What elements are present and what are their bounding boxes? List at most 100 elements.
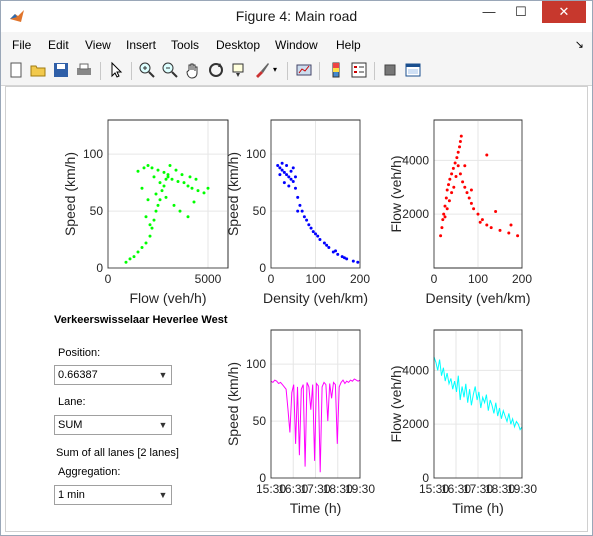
data-point — [453, 161, 457, 165]
x-axis-label: Density (veh/km) — [425, 290, 530, 306]
brush-icon[interactable] — [253, 61, 271, 79]
data-point — [327, 246, 331, 250]
axes-border — [270, 329, 361, 479]
series-line — [270, 378, 361, 473]
data-point — [439, 234, 443, 238]
menu-desktop[interactable]: Desktop — [216, 38, 261, 52]
data-point — [128, 257, 132, 261]
open-icon[interactable] — [29, 61, 47, 79]
data-point — [454, 175, 458, 179]
data-point — [287, 175, 291, 179]
data-point — [124, 260, 128, 264]
save-icon[interactable] — [52, 61, 70, 79]
data-point — [498, 228, 502, 232]
data-point — [170, 177, 174, 181]
data-point — [447, 199, 451, 203]
toolbar-separator — [287, 62, 288, 80]
close-button[interactable]: ✕ — [542, 1, 586, 23]
chevron-down-icon[interactable]: ▼ — [158, 420, 168, 430]
pan-icon[interactable] — [184, 61, 202, 79]
data-point — [166, 175, 170, 179]
x-tick-label: 15:30 — [419, 482, 449, 496]
chevron-down-icon[interactable]: ▼ — [158, 370, 168, 380]
position-select[interactable]: 0.66387 ▼ — [54, 365, 172, 385]
data-point — [154, 209, 158, 213]
data-point — [285, 173, 289, 177]
zoom-out-icon[interactable] — [161, 61, 179, 79]
data-point — [148, 234, 152, 238]
data-point — [455, 156, 459, 160]
menu-window[interactable]: Window — [275, 38, 318, 52]
menu-edit[interactable]: Edit — [48, 38, 69, 52]
maximize-button[interactable]: ☐ — [515, 4, 527, 19]
data-point — [152, 175, 156, 179]
colorbar-icon[interactable] — [327, 61, 345, 79]
data-point — [278, 166, 282, 170]
aggregation-value: 1 min — [58, 489, 85, 501]
data-point — [148, 223, 152, 227]
menu-help[interactable]: Help — [336, 38, 361, 52]
data-point — [291, 166, 295, 170]
data-point — [180, 173, 184, 177]
data-point — [444, 196, 448, 200]
data-point — [188, 175, 192, 179]
data-point — [456, 150, 460, 154]
data-point — [489, 226, 493, 230]
y-tick-label: 50 — [253, 414, 267, 428]
data-point — [509, 223, 513, 227]
legend-icon[interactable] — [350, 61, 368, 79]
data-point — [182, 181, 186, 185]
x-tick-label: 5000 — [195, 272, 222, 286]
data-point — [340, 255, 344, 259]
brush-dropdown-icon[interactable]: ▾ — [273, 65, 278, 74]
menu-file[interactable]: File — [12, 38, 32, 52]
data-point — [136, 250, 140, 254]
data-point — [507, 231, 511, 235]
y-axis-label: Flow (veh/h) — [388, 365, 404, 442]
menu-view[interactable]: View — [85, 38, 111, 52]
new-figure-icon[interactable] — [7, 61, 25, 79]
data-point — [442, 212, 446, 216]
data-point — [445, 207, 449, 211]
data-point — [285, 164, 289, 168]
data-point — [194, 177, 198, 181]
data-point — [276, 164, 280, 168]
y-axis-label: Speed (km/h) — [225, 362, 241, 446]
aggregation-select[interactable]: 1 min ▼ — [54, 485, 172, 505]
data-point — [289, 169, 293, 173]
rotate-icon[interactable] — [207, 61, 225, 79]
data-point — [162, 170, 166, 174]
y-axis-label: Speed (km/h) — [62, 152, 78, 236]
data-point — [463, 185, 467, 189]
data-cursor-icon[interactable] — [230, 61, 248, 79]
y-tick-label: 4000 — [402, 363, 429, 377]
menu-insert[interactable]: Insert — [126, 38, 157, 52]
dock-arrow-icon[interactable]: ↘ — [574, 39, 584, 51]
y-tick-label: 100 — [246, 357, 266, 371]
print-icon[interactable] — [75, 61, 93, 79]
pointer-icon[interactable] — [107, 61, 125, 79]
data-point — [458, 172, 462, 176]
y-tick-label: 0 — [422, 471, 429, 485]
hide-plot-tools-icon[interactable] — [381, 61, 399, 79]
data-point — [168, 164, 172, 168]
toolbar-separator — [374, 62, 375, 80]
chevron-down-icon[interactable]: ▼ — [158, 490, 168, 500]
y-tick-label: 0 — [259, 261, 266, 275]
x-tick-label: 18:30 — [485, 482, 515, 496]
link-plot-icon[interactable] — [295, 61, 313, 79]
menu-tools[interactable]: Tools — [171, 38, 200, 52]
data-point — [459, 134, 463, 138]
x-tick-label: 18:30 — [323, 482, 353, 496]
data-point — [150, 226, 154, 230]
data-point — [158, 198, 162, 202]
minimize-button[interactable]: — — [482, 4, 496, 19]
lane-select[interactable]: SUM ▼ — [54, 415, 172, 435]
show-plot-tools-icon[interactable] — [404, 61, 422, 79]
lane-value: SUM — [58, 419, 83, 431]
data-point — [476, 212, 480, 216]
zoom-in-icon[interactable] — [138, 61, 156, 79]
data-point — [150, 166, 154, 170]
data-point — [467, 196, 471, 200]
